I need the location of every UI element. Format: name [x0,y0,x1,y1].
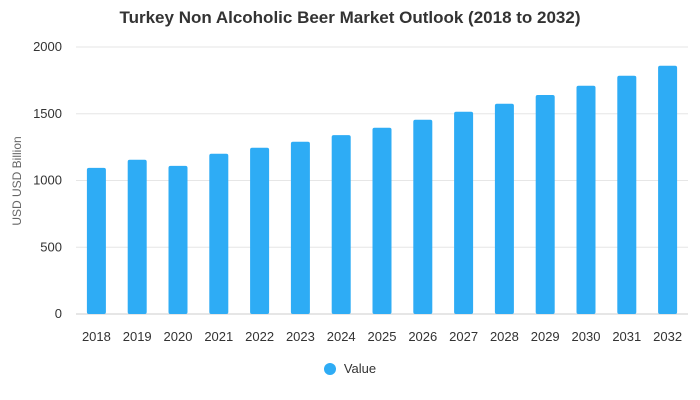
y-tick-label: 500 [40,239,62,254]
x-tick-label: 2026 [408,329,437,344]
x-tick-label: 2022 [245,329,274,344]
bar [209,153,229,314]
bar [413,119,433,314]
x-tick-label: 2024 [327,329,356,344]
y-tick-label: 1500 [33,106,62,121]
bar [250,147,270,314]
x-tick-label: 2021 [204,329,233,344]
x-tick-label: 2018 [82,329,111,344]
bar [372,127,392,314]
y-tick-label: 2000 [33,39,62,54]
bar [127,159,147,314]
x-axis: 2018 2019 2020 2021 2022 2023 2024 2025 2026 2027… [82,329,682,344]
legend[interactable]: Value [0,361,700,376]
y-axis-label: USD USD Billion [10,136,24,225]
x-tick-label: 2020 [164,329,193,344]
bar [535,95,555,314]
x-tick-label: 2032 [653,329,682,344]
bar [331,135,351,314]
bars [86,65,678,314]
legend-swatch [323,362,336,375]
x-tick-label: 2019 [123,329,152,344]
y-tick-label: 0 [55,306,62,321]
x-tick-label: 2025 [368,329,397,344]
x-tick-label: 2031 [612,329,641,344]
y-tick-label: 1000 [33,173,62,188]
y-axis: 0 500 1000 1500 2000 [33,39,62,321]
bar [290,141,310,314]
x-tick-label: 2027 [449,329,478,344]
bar [617,75,637,314]
bar [494,103,514,314]
bar [658,65,678,314]
bar [576,85,596,314]
bar [86,167,106,314]
x-tick-label: 2023 [286,329,315,344]
chart-title: Turkey Non Alcoholic Beer Market Outlook… [119,8,581,27]
x-tick-label: 2030 [572,329,601,344]
x-tick-label: 2029 [531,329,560,344]
bar [454,111,474,314]
bar [168,165,188,314]
legend-label: Value [343,361,377,376]
x-tick-label: 2028 [490,329,519,344]
